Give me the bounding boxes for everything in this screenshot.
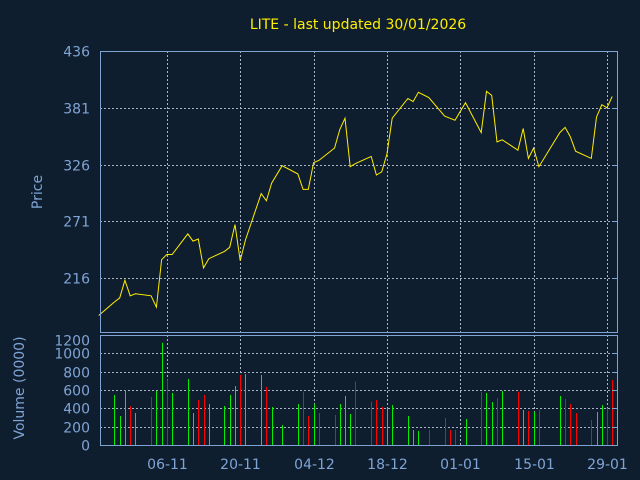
grid <box>100 51 617 445</box>
x-tick-label: 18-12 <box>367 457 408 473</box>
price-tick-label: 216 <box>63 272 90 288</box>
x-tick-label: 04-12 <box>294 457 335 473</box>
price-axis-label: Price <box>30 175 46 209</box>
price-tick-label: 436 <box>63 45 90 61</box>
volume-bars <box>114 342 613 445</box>
price-line <box>98 90 613 316</box>
x-tick-label: 29-01 <box>587 457 628 473</box>
x-tick-label: 06-11 <box>147 457 188 473</box>
volume-tick-label: 0 <box>81 439 90 455</box>
price-series <box>98 90 613 316</box>
x-tick-label: 15-01 <box>514 457 555 473</box>
price-tick-label: 381 <box>63 102 90 118</box>
volume-axis-label: Volume (0000) <box>12 336 28 439</box>
volume-tick-label: 400 <box>63 402 90 418</box>
volume-frame <box>100 335 618 446</box>
volume-tick-label: 1200 <box>54 334 90 350</box>
volume-tick-label: 1000 <box>54 347 90 363</box>
price-tick-label: 326 <box>63 159 90 175</box>
x-tick-label: 01-01 <box>440 457 481 473</box>
x-tick-label: 20-11 <box>220 457 261 473</box>
volume-tick-label: 200 <box>63 421 90 437</box>
volume-tick-label: 800 <box>63 366 90 382</box>
chart-title: LITE - last updated 30/01/2026 <box>250 17 466 33</box>
price-tick-label: 271 <box>63 215 90 231</box>
axes: 06-11 20-11 04-12 18-12 01-01 15-01 29-01 216 27… <box>54 45 627 474</box>
volume-tick-label: 600 <box>63 384 90 400</box>
price-frame <box>100 51 618 333</box>
